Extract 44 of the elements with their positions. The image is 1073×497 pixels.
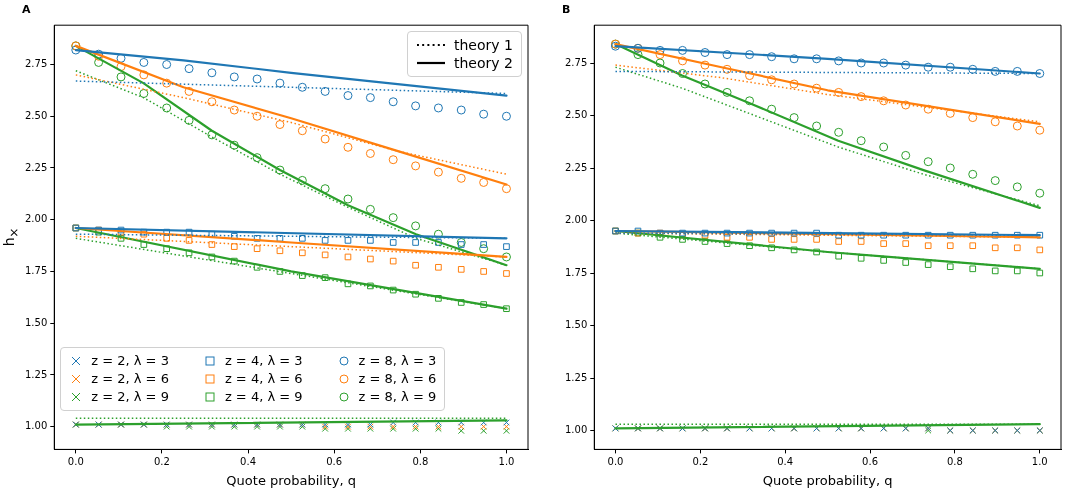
legend-label: z = 8, λ = 9: [358, 388, 437, 407]
legend-label: z = 8, λ = 6: [358, 370, 437, 389]
x-tick-label: 1.0: [498, 455, 515, 467]
x-tick-label: 0.4: [777, 455, 794, 467]
y-tick-label: 2.75: [565, 56, 588, 68]
x-tick-label: 1.0: [1031, 455, 1048, 467]
x-tick-label: 0.8: [412, 455, 429, 467]
y-tick-label: 2.25: [25, 161, 48, 173]
y-tick-label: 2.75: [25, 58, 48, 70]
annotation: theory 1: [454, 36, 513, 55]
legend-label: z = 2, λ = 6: [91, 370, 169, 389]
x-tick-label: 0.2: [153, 455, 170, 467]
legend-label: z = 4, λ = 9: [224, 388, 303, 407]
y-tick-label: 2.00: [25, 213, 48, 225]
y-tick-label: 2.50: [565, 109, 588, 121]
y-tick-label: 1.75: [565, 266, 588, 278]
y-tick-label: 1.75: [25, 265, 48, 277]
x-tick-label: 0.8: [946, 455, 963, 467]
legend-label: z = 2, λ = 3: [91, 352, 169, 371]
y-tick-label: 2.50: [25, 109, 48, 121]
y-tick-label: 1.50: [25, 316, 48, 328]
chart-title: A: [22, 3, 31, 17]
legend-label: z = 8, λ = 3: [358, 352, 437, 371]
y-tick-label: 2.25: [565, 161, 588, 173]
legend-label: z = 4, λ = 3: [224, 352, 303, 371]
x-tick-label: 0.6: [326, 455, 343, 467]
y-tick-label: 1.25: [565, 371, 588, 383]
x-axis-title: Quote probability, q: [762, 472, 893, 488]
annotation: theory 2: [454, 54, 513, 73]
x-tick-label: 0.4: [240, 455, 257, 467]
y-tick-label: 1.50: [565, 319, 588, 331]
y-tick-label: 1.00: [25, 420, 48, 432]
x-tick-label: 0.0: [607, 455, 624, 467]
chart-title: B: [562, 3, 571, 17]
style-key: theory 1 theory 2: [407, 31, 522, 78]
legend-label: z = 2, λ = 9: [91, 388, 169, 407]
legend-label: z = 4, λ = 6: [224, 370, 303, 389]
x-axis-title: Quote probability, q: [226, 472, 356, 488]
y-tick-label: 1.25: [25, 368, 48, 380]
y-tick-label: 2.00: [565, 214, 588, 226]
x-tick-label: 0.2: [692, 455, 709, 467]
x-tick-label: 0.6: [862, 455, 879, 467]
y-tick-label: 1.00: [565, 424, 588, 436]
x-tick-label: 0.0: [67, 455, 84, 467]
